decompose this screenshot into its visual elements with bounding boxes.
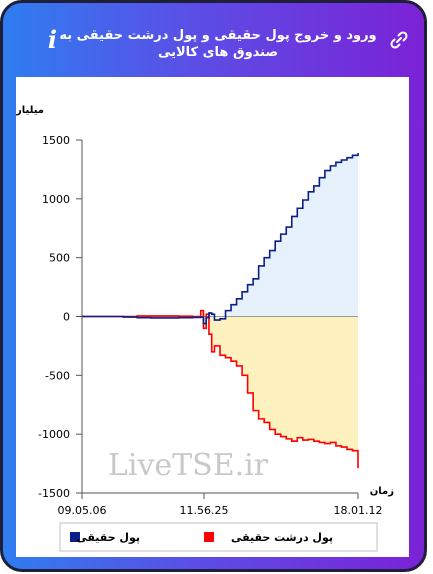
- y-tick-label: -1500: [38, 487, 70, 500]
- link-icon[interactable]: [388, 29, 410, 51]
- x-ticks: 09.05.06 11.56.25 18.01.12: [58, 493, 383, 517]
- x-tick-label: 18.01.12: [334, 504, 383, 517]
- x-tick-label: 11.56.25: [179, 504, 228, 517]
- x-axis-label: زمان: [370, 486, 394, 497]
- y-tick-label: 0: [63, 311, 70, 324]
- chart-svg: میلیارد تومان زمان 1500 1000 500 0 -500 -1000…: [3, 105, 394, 552]
- y-tick-label: -500: [45, 369, 70, 382]
- legend: پول حقیقی پول درشت حقیقی: [59, 522, 378, 552]
- legend-box: [59, 522, 378, 552]
- y-tick-label: 500: [49, 252, 70, 265]
- area-fill-negative: [82, 310, 358, 469]
- chart-panel: میلیارد تومان زمان 1500 1000 500 0 -500 -1000…: [3, 77, 409, 557]
- y-tick-label: 1000: [42, 193, 70, 206]
- card-title: ورود و خروج پول حقیقی و پول درشت حقیقی ب…: [59, 28, 377, 60]
- legend-label-real: پول حقیقی: [76, 531, 140, 544]
- series-line-big-real: [82, 309, 359, 469]
- area-fills: [82, 152, 358, 469]
- watermark: LiveTSE.ir: [108, 448, 269, 483]
- area-fill-positive: [82, 152, 358, 324]
- legend-swatch-real: [70, 532, 80, 542]
- x-tick-label: 09.05.06: [58, 504, 107, 517]
- y-tick-label: -1000: [38, 428, 70, 441]
- y-ticks: 1500 1000 500 0 -500 -1000 -1500: [38, 134, 82, 500]
- card-header: ورود و خروج پول حقیقی و پول درشت حقیقی ب…: [3, 3, 424, 77]
- y-axis-label: میلیارد تومان: [16, 105, 44, 116]
- series-line-real: [82, 152, 359, 325]
- legend-swatch-big-real: [204, 532, 214, 542]
- y-tick-label: 1500: [42, 134, 70, 147]
- legend-label-big-real: پول درشت حقیقی: [231, 531, 333, 544]
- series-lines: [82, 152, 359, 469]
- info-icon[interactable]: i: [47, 25, 57, 54]
